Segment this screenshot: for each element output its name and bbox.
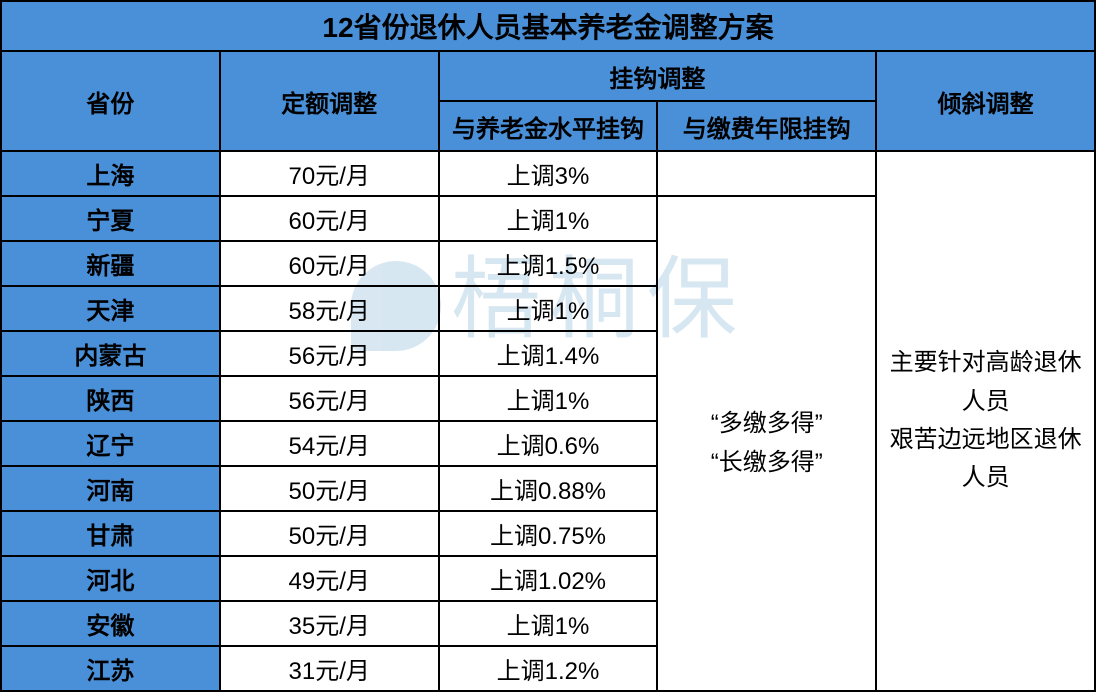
fixed-cell: 60元/月 [220, 241, 439, 286]
province-cell: 辽宁 [1, 421, 220, 466]
pension-cell: 上调1.5% [439, 241, 658, 286]
fixed-cell: 35元/月 [220, 601, 439, 646]
pension-cell: 上调0.75% [439, 511, 658, 556]
title-row: 12省份退休人员基本养老金调整方案 [1, 1, 1095, 51]
province-cell: 陕西 [1, 376, 220, 421]
tilt-line1: 主要针对高龄退休人员 [881, 344, 1090, 421]
pension-cell: 上调0.6% [439, 421, 658, 466]
fixed-cell: 50元/月 [220, 511, 439, 556]
pension-cell: 上调3% [439, 151, 658, 196]
table-row: 上海 70元/月 上调3% 主要针对高龄退休人员 艰苦边远地区退休人员 [1, 151, 1095, 196]
pension-table: 12省份退休人员基本养老金调整方案 省份 定额调整 挂钩调整 倾斜调整 与养老金… [0, 0, 1096, 692]
header-years-linked: 与缴费年限挂钩 [657, 101, 876, 151]
header-row-1: 省份 定额调整 挂钩调整 倾斜调整 [1, 51, 1095, 101]
header-pension-linked: 与养老金水平挂钩 [439, 101, 658, 151]
fixed-cell: 56元/月 [220, 331, 439, 376]
years-cell-empty [657, 151, 876, 196]
province-cell: 宁夏 [1, 196, 220, 241]
province-cell: 天津 [1, 286, 220, 331]
province-cell: 上海 [1, 151, 220, 196]
fixed-cell: 49元/月 [220, 556, 439, 601]
fixed-cell: 70元/月 [220, 151, 439, 196]
pension-cell: 上调1.02% [439, 556, 658, 601]
province-cell: 内蒙古 [1, 331, 220, 376]
province-cell: 河北 [1, 556, 220, 601]
pension-cell: 上调1% [439, 376, 658, 421]
tilt-line2: 艰苦边远地区退休人员 [881, 421, 1090, 498]
pension-cell: 上调1.2% [439, 646, 658, 691]
header-tilt: 倾斜调整 [876, 51, 1095, 151]
pension-cell: 上调0.88% [439, 466, 658, 511]
fixed-cell: 56元/月 [220, 376, 439, 421]
header-linked: 挂钩调整 [439, 51, 877, 101]
fixed-cell: 58元/月 [220, 286, 439, 331]
years-line1: “多缴多得” [662, 405, 871, 443]
tilt-cell: 主要针对高龄退休人员 艰苦边远地区退休人员 [876, 151, 1095, 691]
province-cell: 甘肃 [1, 511, 220, 556]
fixed-cell: 60元/月 [220, 196, 439, 241]
header-fixed: 定额调整 [220, 51, 439, 151]
province-cell: 河南 [1, 466, 220, 511]
pension-cell: 上调1% [439, 196, 658, 241]
province-cell: 新疆 [1, 241, 220, 286]
table-title: 12省份退休人员基本养老金调整方案 [1, 1, 1095, 51]
years-cell: “多缴多得” “长缴多得” [657, 196, 876, 691]
header-province: 省份 [1, 51, 220, 151]
pension-cell: 上调1% [439, 286, 658, 331]
pension-cell: 上调1% [439, 601, 658, 646]
fixed-cell: 54元/月 [220, 421, 439, 466]
fixed-cell: 50元/月 [220, 466, 439, 511]
province-cell: 安徽 [1, 601, 220, 646]
province-cell: 江苏 [1, 646, 220, 691]
pension-cell: 上调1.4% [439, 331, 658, 376]
years-line2: “长缴多得” [662, 444, 871, 482]
fixed-cell: 31元/月 [220, 646, 439, 691]
